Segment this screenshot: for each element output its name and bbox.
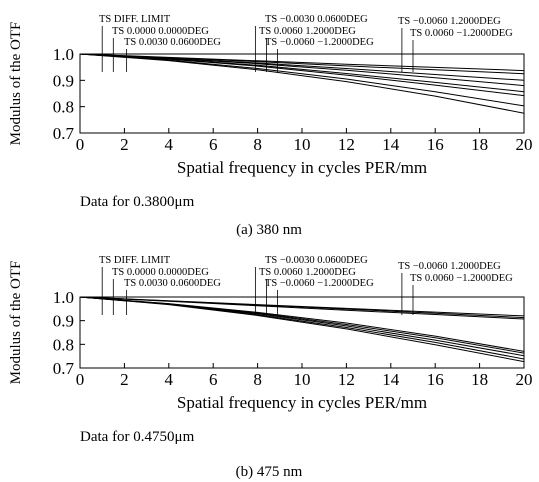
- x-tick-label: 4: [165, 370, 174, 389]
- series-line: [79, 296, 525, 352]
- y-tick-label: 0.7: [53, 359, 75, 378]
- x-tick-label: 2: [120, 135, 129, 154]
- x-tick-label: 4: [165, 135, 174, 154]
- x-tick-label: 6: [209, 370, 218, 389]
- x-tick-label: 16: [427, 370, 444, 389]
- x-tick-label: 18: [471, 370, 488, 389]
- x-tick-label: 12: [338, 135, 355, 154]
- data-wavelength-note: Data for 0.3800μm: [80, 194, 195, 210]
- y-axis-title: Modulus of the OTF: [8, 261, 24, 385]
- series-annotation: TS 0.0060 −1.2000DEG: [410, 28, 513, 39]
- x-tick-label: 20: [516, 370, 533, 389]
- x-tick-label: 20: [516, 135, 533, 154]
- y-tick-label: 0.7: [53, 124, 75, 143]
- otf-chart-svg: 0 2 4 6 8 10 12 14 16 18 20 1.0 0.9 0.8 0.7 Spatial fre…: [8, 14, 533, 238]
- series-annotation: TS 0.0030 0.0600DEG: [124, 37, 221, 48]
- series-line: [79, 53, 525, 97]
- x-tick-label: 18: [471, 135, 488, 154]
- series-line: [79, 53, 525, 114]
- y-tick-label: 0.9: [53, 71, 74, 90]
- x-tick-label: 10: [294, 370, 311, 389]
- y-tick-label: 0.8: [53, 98, 74, 117]
- otf-chart-svg: 0 2 4 6 8 10 12 14 16 18 20 1.0 0.9 0.8 0.7 Spatial fre…: [8, 255, 533, 480]
- y-tick-label: 0.9: [53, 312, 74, 331]
- series-annotation: TS −0.0060 1.2000DEG: [398, 16, 501, 27]
- data-wavelength-note: Data for 0.4750μm: [80, 429, 195, 445]
- x-tick-label: 0: [76, 370, 85, 389]
- series-annotation: TS −0.0030 0.0600DEG: [265, 255, 368, 266]
- x-tick-label: 14: [382, 135, 400, 154]
- series-annotation: TS 0.0000 0.0000DEG: [112, 267, 209, 278]
- x-axis-title: Spatial frequency in cycles PER/mm: [177, 393, 427, 412]
- x-tick-label: 0: [76, 135, 85, 154]
- series-line: [79, 296, 525, 320]
- x-tick-label: 8: [253, 370, 262, 389]
- series-line: [79, 296, 525, 363]
- y-axis-title: Modulus of the OTF: [8, 22, 24, 146]
- series-annotation: TS −0.0060 −1.2000DEG: [265, 37, 374, 48]
- series-annotation: TS 0.0060 1.2000DEG: [259, 26, 356, 37]
- x-axis-title: Spatial frequency in cycles PER/mm: [177, 158, 427, 177]
- series-annotation: TS 0.0030 0.0600DEG: [124, 278, 221, 289]
- series-line: [79, 296, 525, 354]
- panel-380nm: 0 2 4 6 8 10 12 14 16 18 20 1.0 0.9 0.8 0.7 Spatial fre…: [8, 14, 533, 238]
- panel-caption: (b) 475 nm: [236, 464, 303, 480]
- x-tick-label: 12: [338, 370, 355, 389]
- x-tick-label: 8: [253, 135, 262, 154]
- series-annotation: TS −0.0030 0.0600DEG: [265, 14, 368, 25]
- y-tick-label: 1.0: [53, 45, 74, 64]
- x-tick-label: 14: [382, 370, 400, 389]
- panel-475nm: 0 2 4 6 8 10 12 14 16 18 20 1.0 0.9 0.8 0.7 Spatial fre…: [0, 241, 539, 482]
- series-annotation: TS −0.0060 −1.2000DEG: [265, 278, 374, 289]
- x-tick-label: 10: [294, 135, 311, 154]
- x-tick-label: 2: [120, 370, 129, 389]
- series-annotation: TS 0.0060 −1.2000DEG: [410, 273, 513, 284]
- y-tick-label: 1.0: [53, 288, 74, 307]
- series-line: [79, 53, 525, 93]
- series-annotation: TS DIFF. LIMIT: [99, 255, 171, 266]
- panel-caption: (a) 380 nm: [236, 222, 302, 238]
- y-tick-label: 0.8: [53, 335, 74, 354]
- series-annotation: TS −0.0060 1.2000DEG: [398, 261, 501, 272]
- series-annotation: TS 0.0060 1.2000DEG: [259, 267, 356, 278]
- x-tick-label: 6: [209, 135, 218, 154]
- series-annotation: TS 0.0000 0.0000DEG: [112, 26, 209, 37]
- x-tick-label: 16: [427, 135, 444, 154]
- series-annotation: TS DIFF. LIMIT: [99, 14, 171, 25]
